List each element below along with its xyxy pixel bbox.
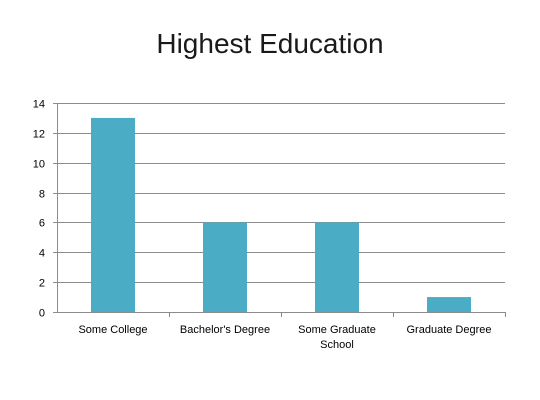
y-tick-label: 8 xyxy=(39,189,45,201)
bar xyxy=(315,222,359,312)
x-category-label: Some Graduate School xyxy=(298,324,376,351)
x-category-label: Bachelor's Degree xyxy=(180,324,270,336)
y-tick-label: 2 xyxy=(39,278,45,290)
y-tick-label: 4 xyxy=(39,248,45,260)
y-tick-label: 0 xyxy=(39,308,45,320)
x-category-label: Graduate Degree xyxy=(407,324,492,336)
bar xyxy=(427,297,471,312)
y-tick-label: 14 xyxy=(33,99,45,111)
bar xyxy=(91,117,135,312)
chart-title: Highest Education xyxy=(156,28,384,59)
x-category-label: Some College xyxy=(78,324,147,336)
bar xyxy=(203,222,247,312)
y-tick-label: 12 xyxy=(33,129,45,141)
y-tick-label: 10 xyxy=(33,159,45,171)
y-tick-label: 6 xyxy=(39,218,45,230)
